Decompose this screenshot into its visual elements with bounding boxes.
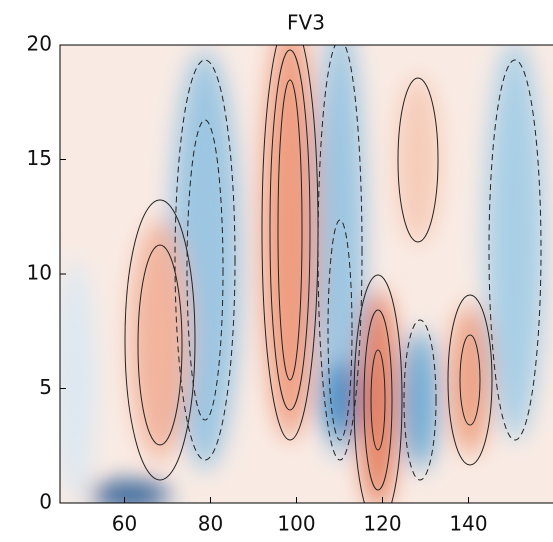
- y-tick-label: 5: [39, 375, 52, 399]
- contour-field: [60, 45, 553, 503]
- y-tick-label: 10: [27, 261, 52, 285]
- x-tick-label: 140: [449, 512, 487, 536]
- x-tick-label: 60: [112, 512, 137, 536]
- y-tick-label: 0: [39, 490, 52, 514]
- x-tick-label: 80: [198, 512, 223, 536]
- y-tick-label: 15: [27, 146, 52, 170]
- x-tick-label: 120: [363, 512, 401, 536]
- chart-title: FV3: [287, 11, 325, 35]
- x-tick-label: 100: [277, 512, 315, 536]
- y-tick-label: 20: [27, 32, 52, 56]
